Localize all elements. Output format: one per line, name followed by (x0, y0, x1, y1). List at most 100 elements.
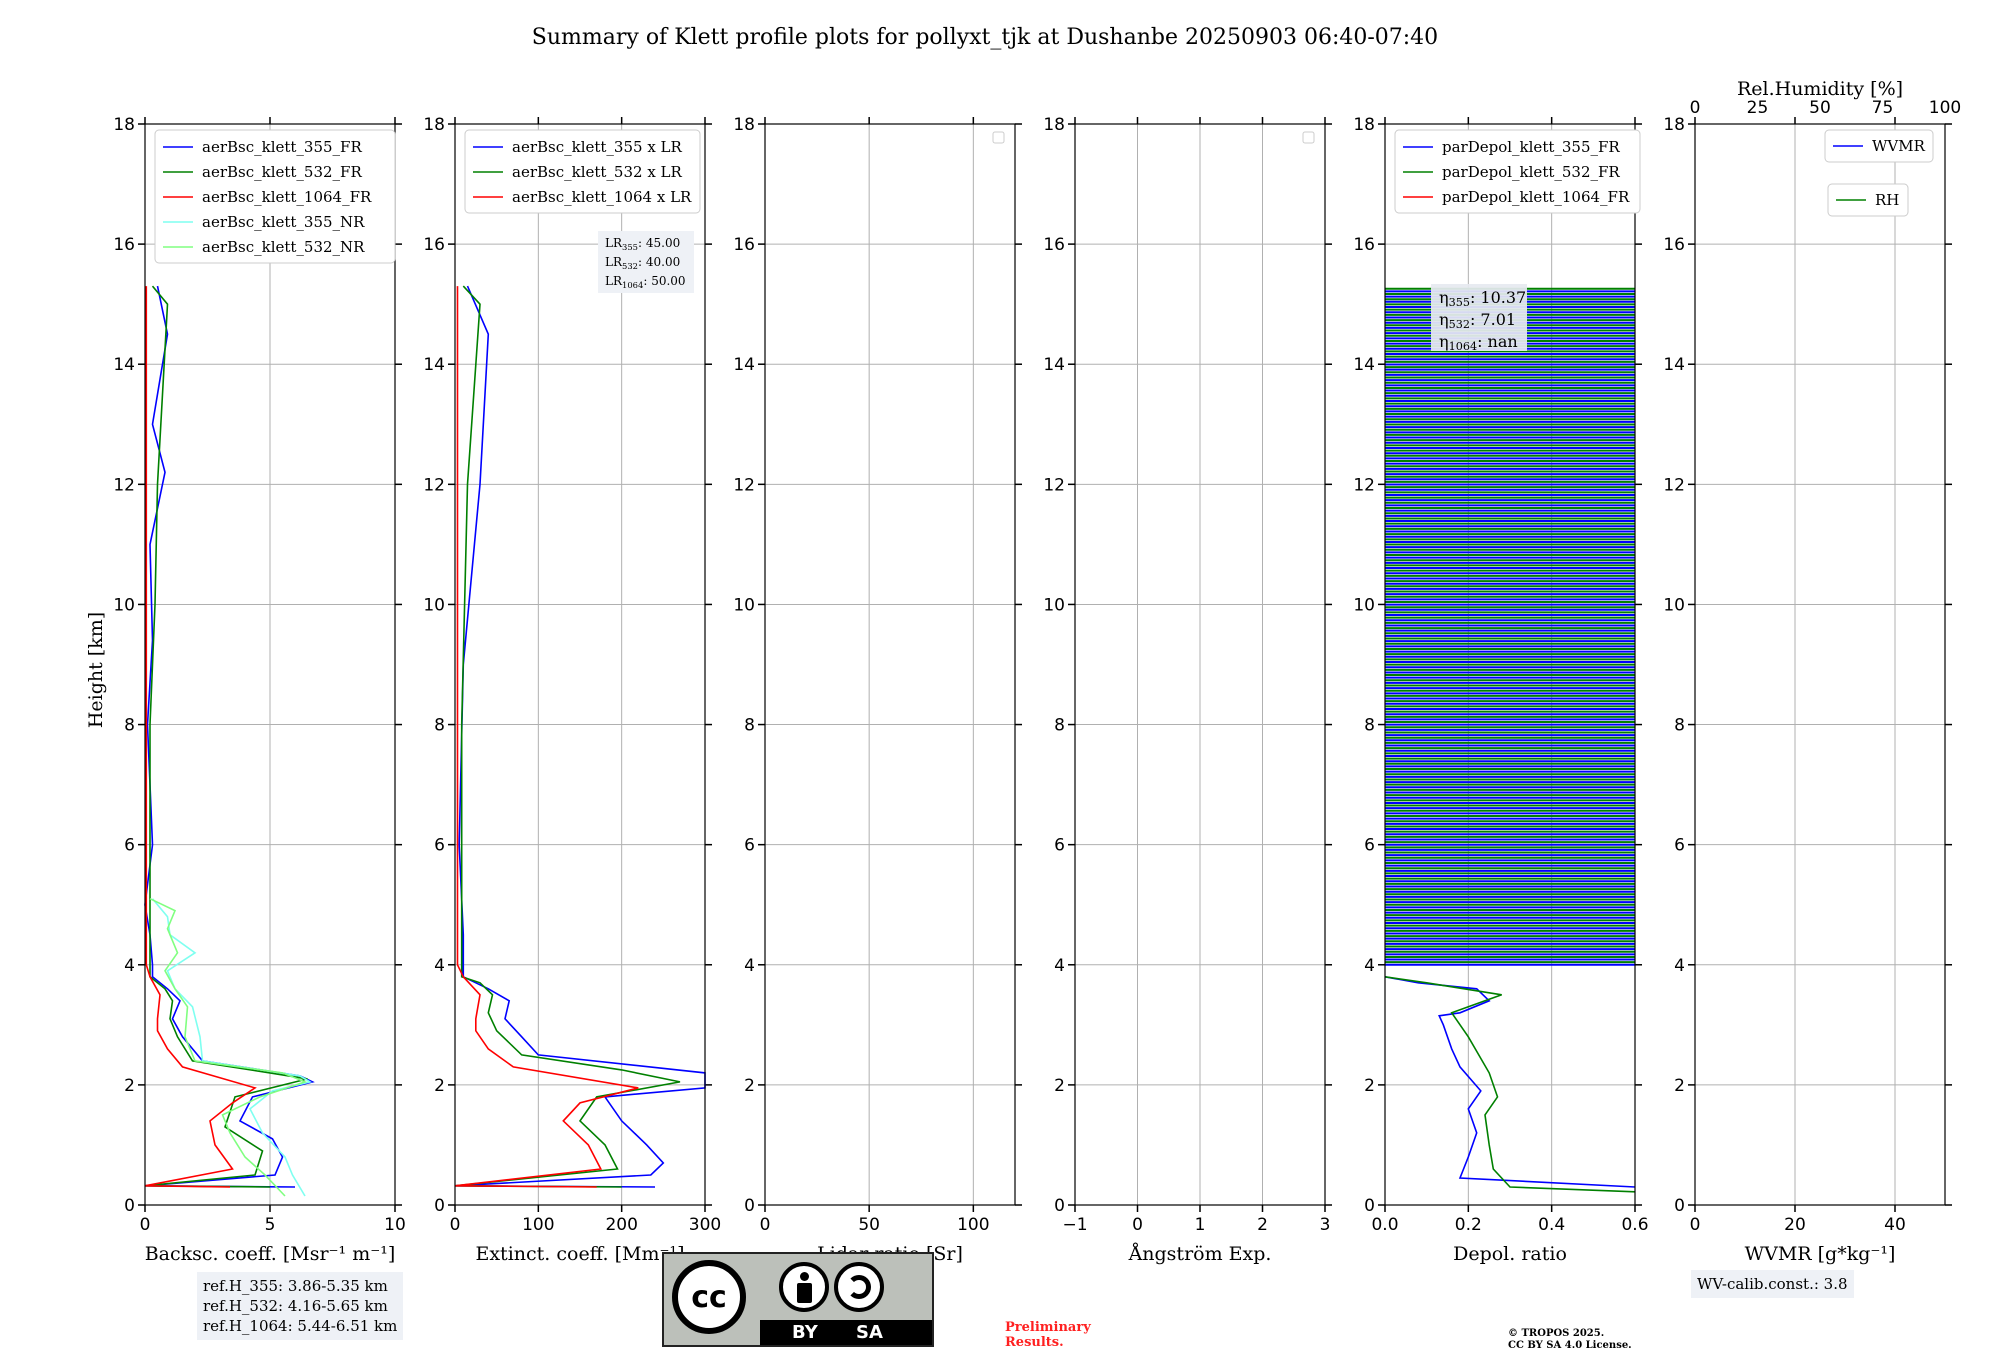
y-tick-label: 14 (1353, 355, 1375, 375)
cc-by-label: BY (792, 1322, 818, 1343)
x-tick-label: 3 (1320, 1215, 1331, 1235)
legend-label: WVMR (1872, 137, 1926, 155)
x-tick-label: 0.4 (1538, 1215, 1565, 1235)
x-tick-label: 0 (450, 1215, 461, 1235)
rh-tick-label: 100 (1929, 98, 1961, 118)
y-tick-label: 12 (113, 475, 135, 495)
x-axis-label: WVMR [g*kg⁻¹] (1745, 1243, 1896, 1265)
legend: aerBsc_klett_355 x LR aerBsc_klett_532 x … (464, 129, 701, 214)
legend-box (464, 129, 701, 214)
y-tick-label: 4 (1674, 956, 1685, 976)
axes-frame (764, 123, 1016, 1206)
rh-axis-label: Rel.Humidity [%] (1737, 78, 1903, 100)
x-axis-label: Depol. ratio (1453, 1243, 1567, 1265)
lr-annotation-line: LR1064: 50.00 (605, 274, 686, 290)
series-aerBsc_klett_1064 x LR (454, 286, 639, 1188)
y-tick-label: 14 (1663, 355, 1685, 375)
legend-label: aerBsc_klett_532_NR (202, 238, 365, 256)
eta-annotation-line: η1064: nan (1439, 332, 1518, 353)
x-axis-label: Extinct. coeff. [Mm⁻¹] (475, 1243, 684, 1265)
y-tick-label: 6 (1054, 836, 1065, 856)
share-alike-icon (834, 1262, 884, 1312)
cc-badge-strip: BY SA (760, 1320, 932, 1345)
lr-annotation-line: LR355: 45.00 (605, 236, 680, 252)
x-tick-label: 50 (858, 1215, 880, 1235)
y-tick-label: 18 (423, 115, 445, 135)
legend-label: aerBsc_klett_355_FR (202, 138, 362, 156)
legend-box (1827, 183, 1909, 217)
legend: WVMR RH (1824, 129, 1934, 217)
wv-calib-text: WV-calib.const.: 3.8 (1697, 1275, 1848, 1293)
legend-label: RH (1875, 191, 1899, 209)
x-tick-label: 200 (605, 1215, 637, 1235)
y-tick-label: 18 (113, 115, 135, 135)
y-tick-label: 18 (733, 115, 755, 135)
y-tick-label: 10 (423, 595, 445, 615)
panel-bsc: 0 2 4 6 8 10 12 14 16 18 0 5 10 Backsc. coeff. [Msr⁻¹… (113, 115, 405, 1265)
y-tick-label: 0 (1054, 1196, 1065, 1216)
x-tick-label: 0 (1132, 1215, 1143, 1235)
y-tick-label: 8 (124, 716, 135, 736)
x-tick-label: 0 (760, 1215, 771, 1235)
y-tick-label: 4 (1054, 956, 1065, 976)
legend-label: aerBsc_klett_1064_FR (202, 188, 372, 206)
y-tick-label: 0 (434, 1196, 445, 1216)
cc-icon: cc (672, 1260, 746, 1334)
y-tick-label: 16 (1663, 235, 1685, 255)
legend: parDepol_klett_355_FR parDepol_klett_532_… (1394, 129, 1641, 214)
x-tick-label: 0.6 (1621, 1215, 1648, 1235)
annotation-box (598, 231, 694, 293)
legend-label: aerBsc_klett_1064 x LR (512, 188, 692, 206)
axes-frame (1694, 123, 1946, 1206)
empty-legend-box (1302, 131, 1315, 144)
y-tick-label: 16 (1043, 235, 1065, 255)
y-tick-label: 2 (744, 1076, 755, 1096)
x-tick-label: 100 (522, 1215, 554, 1235)
rh-tick-label: 25 (1747, 98, 1769, 118)
y-tick-label: 18 (1663, 115, 1685, 135)
y-tick-label: 6 (744, 836, 755, 856)
y-tick-label: 16 (423, 235, 445, 255)
series-parDepol_klett_355_FR (1384, 976, 1636, 1188)
series-aerBsc_klett_355_NR (151, 898, 313, 1197)
y-tick-label: 8 (1054, 716, 1065, 736)
y-tick-label: 18 (1353, 115, 1375, 135)
y-tick-label: 10 (113, 595, 135, 615)
y-tick-label: 8 (744, 716, 755, 736)
cc-sa-label: SA (856, 1322, 883, 1343)
y-tick-label: 0 (1674, 1196, 1685, 1216)
y-tick-label: 12 (1043, 475, 1065, 495)
x-tick-label: 5 (265, 1215, 276, 1235)
x-tick-label: 0 (1690, 1215, 1701, 1235)
y-tick-label: 2 (1054, 1076, 1065, 1096)
x-tick-label: 2 (1257, 1215, 1268, 1235)
legend-label: aerBsc_klett_355 x LR (512, 138, 683, 156)
y-tick-label: 6 (1364, 836, 1375, 856)
eta-annotation-line: η532: 7.01 (1439, 310, 1516, 331)
x-tick-label: 40 (1884, 1215, 1906, 1235)
reference-height-box: ref.H_355: 3.86-5.35 km ref.H_532: 4.16-… (197, 1272, 404, 1340)
legend-label: parDepol_klett_1064_FR (1442, 188, 1630, 206)
lr-annotation-line: LR532: 40.00 (605, 255, 680, 271)
series-aerBsc_klett_532_FR (144, 285, 308, 1188)
axes-frame (1074, 123, 1326, 1206)
axes-frame (144, 123, 396, 1206)
legend-label: parDepol_klett_355_FR (1442, 138, 1620, 156)
refh-355: ref.H_355: 3.86-5.35 km (203, 1277, 388, 1295)
axes-frame (454, 123, 706, 1206)
legend-box (1824, 129, 1934, 163)
y-tick-label: 14 (423, 355, 445, 375)
y-tick-label: 4 (744, 956, 755, 976)
x-tick-label: 20 (1784, 1215, 1806, 1235)
y-axis-label: Height [km] (85, 612, 107, 728)
legend-box (1394, 129, 1641, 214)
refh-532: ref.H_532: 4.16-5.65 km (203, 1297, 388, 1315)
y-tick-label: 4 (124, 956, 135, 976)
attribution-person-icon (779, 1262, 829, 1312)
legend-label: aerBsc_klett_532 x LR (512, 163, 683, 181)
figure-title: Summary of Klett profile plots for polly… (532, 25, 1438, 50)
y-tick-label: 2 (1364, 1076, 1375, 1096)
